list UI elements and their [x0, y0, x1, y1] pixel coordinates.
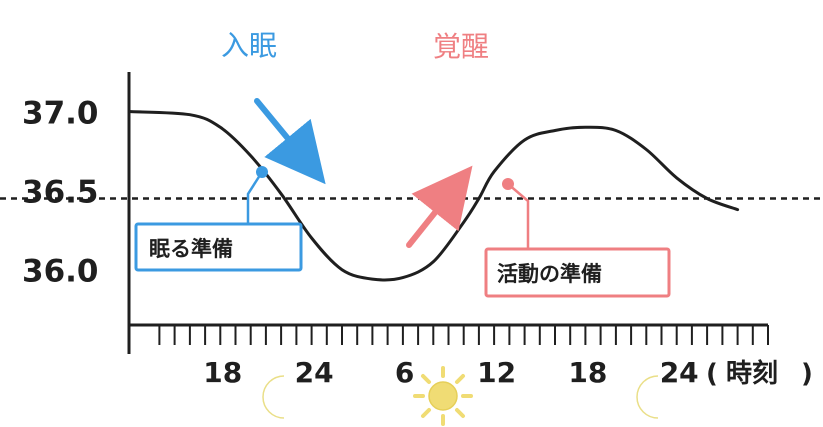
y-tick-label-0: 37.0 — [22, 96, 99, 132]
activity-prep-leader — [507, 183, 530, 249]
x-tick-label-0: 18 — [203, 356, 242, 389]
activity-prep-box — [484, 247, 671, 298]
sleep-prep-text: 眠る準備 — [149, 237, 233, 261]
x-tick-label-4: 18 — [568, 356, 607, 389]
sleep-prep-box — [134, 222, 303, 272]
wake-label: 覚醒 — [433, 30, 489, 63]
x-tick-label-5: 24 — [660, 356, 699, 389]
y-tick-label-2: 36.0 — [22, 254, 99, 290]
sleep-onset-label: 入眠 — [221, 29, 277, 62]
sleep-down-arrow — [254, 98, 326, 185]
y-tick-labels: 37.0 36.5 36.0 — [22, 96, 99, 290]
sleep-prep-callout: 眠る準備 — [134, 166, 303, 272]
x-tick-label-2: 6 — [395, 356, 414, 389]
time-unit-close-paren: ) — [801, 359, 813, 389]
x-minor-ticks — [158, 325, 769, 345]
wake-up-arrow — [406, 165, 473, 248]
x-tick-labels: 18 24 6 12 18 24 — [203, 356, 698, 389]
time-unit-group: ( 時刻 ) — [706, 358, 813, 389]
moon-icon — [636, 375, 659, 419]
x-tick-label-3: 12 — [477, 356, 516, 389]
icon-layer — [262, 366, 659, 426]
time-unit-open-paren: ( — [706, 359, 718, 389]
sun-icon — [413, 366, 473, 426]
sleep-prep-leader — [246, 171, 264, 224]
y-tick-label-1: 36.5 — [22, 175, 99, 211]
wake-annotation: 覚醒 — [406, 30, 489, 248]
sleep-onset-annotation: 入眠 — [221, 29, 326, 185]
x-tick-label-1: 24 — [295, 356, 334, 389]
moon-icon — [262, 375, 285, 419]
activity-prep-callout: 活動の準備 — [484, 178, 671, 298]
time-unit-label: 時刻 — [726, 358, 778, 389]
axis-layer — [127, 72, 769, 354]
activity-prep-text: 活動の準備 — [497, 262, 602, 286]
